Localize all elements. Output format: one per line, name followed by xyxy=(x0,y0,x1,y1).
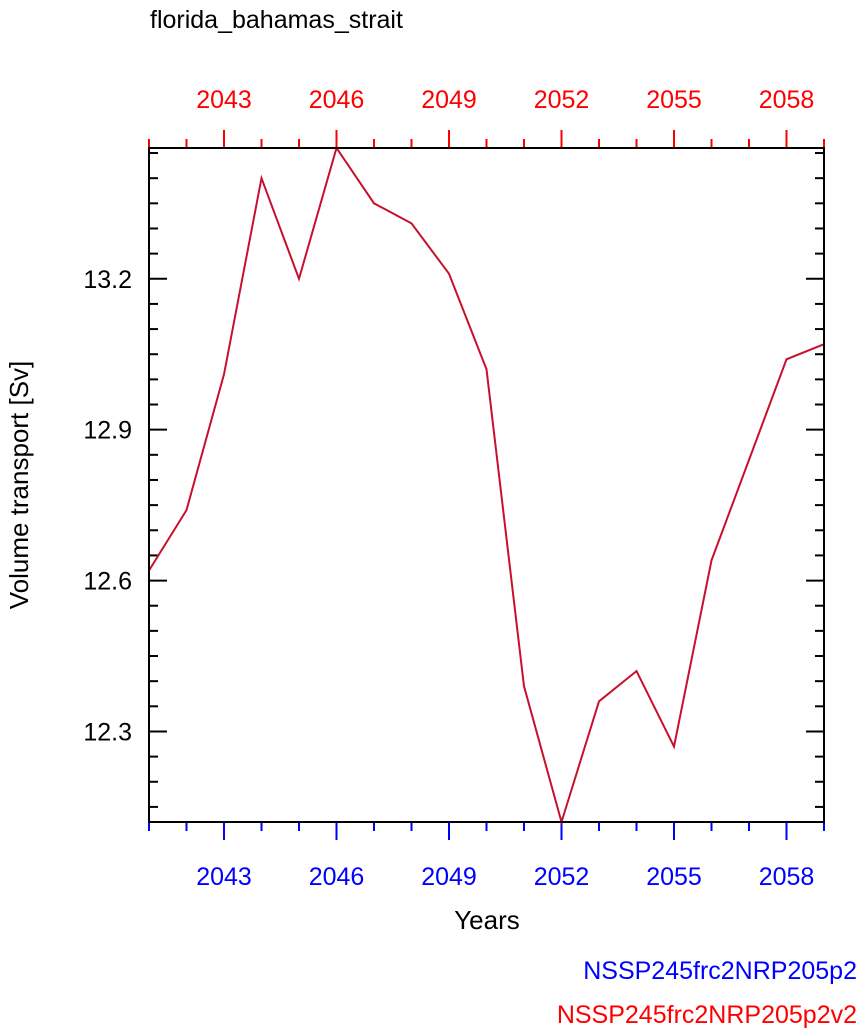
series-layer xyxy=(148,145,825,826)
plot-frame xyxy=(148,147,825,823)
x-tick-label-bottom: 2055 xyxy=(646,863,702,891)
x-tick-label-bottom: 2043 xyxy=(196,863,252,891)
x-tick-label-top: 2058 xyxy=(759,86,815,114)
y-tick-label: 12.6 xyxy=(83,568,132,596)
data-point xyxy=(748,459,750,461)
data-point xyxy=(448,272,450,275)
data-point xyxy=(598,700,600,703)
data-point xyxy=(260,177,263,179)
x-axis-label: Years xyxy=(454,905,520,935)
legend: NSSP245frc2NRP205p2 NSSP245frc2NRP205p2v2 xyxy=(557,957,857,1029)
x-tick-label-top: 2043 xyxy=(196,86,252,114)
x-tick-label-bottom: 2046 xyxy=(309,863,365,891)
data-point xyxy=(373,202,375,205)
data-point xyxy=(185,509,188,511)
data-point xyxy=(298,277,300,280)
y-tick-label: 12.3 xyxy=(83,718,132,746)
data-point xyxy=(673,745,675,748)
legend-entry: NSSP245frc2NRP205p2 xyxy=(583,957,857,985)
y-axis-label: Volume transport [Sv] xyxy=(4,361,34,610)
chart-title: florida_bahamas_strait xyxy=(150,6,403,34)
legend-entry: NSSP245frc2NRP205p2v2 xyxy=(557,1001,857,1029)
y-tick-label: 12.9 xyxy=(83,417,132,445)
x-tick-label-bottom: 2058 xyxy=(759,863,815,891)
x-tick-label-bottom: 2049 xyxy=(421,863,477,891)
x-tick-label-bottom: 2052 xyxy=(534,863,590,891)
data-point xyxy=(223,373,225,376)
data-point xyxy=(485,368,488,371)
tick-labels: 2043 2043 2046 2046 2049 2049 2052 2052 2055 2055… xyxy=(83,86,814,891)
y-tick-label: 13.2 xyxy=(83,266,132,294)
x-tick-label-top: 2055 xyxy=(646,86,702,114)
data-point xyxy=(785,358,788,361)
x-tick-label-top: 2046 xyxy=(309,86,365,114)
tick-marks xyxy=(148,130,825,840)
data-point xyxy=(410,222,413,225)
data-point xyxy=(523,685,525,687)
data-point xyxy=(635,670,638,672)
series-line xyxy=(148,145,825,826)
data-point xyxy=(710,559,713,562)
x-tick-label-top: 2052 xyxy=(534,86,590,114)
x-tick-label-top: 2049 xyxy=(421,86,477,114)
